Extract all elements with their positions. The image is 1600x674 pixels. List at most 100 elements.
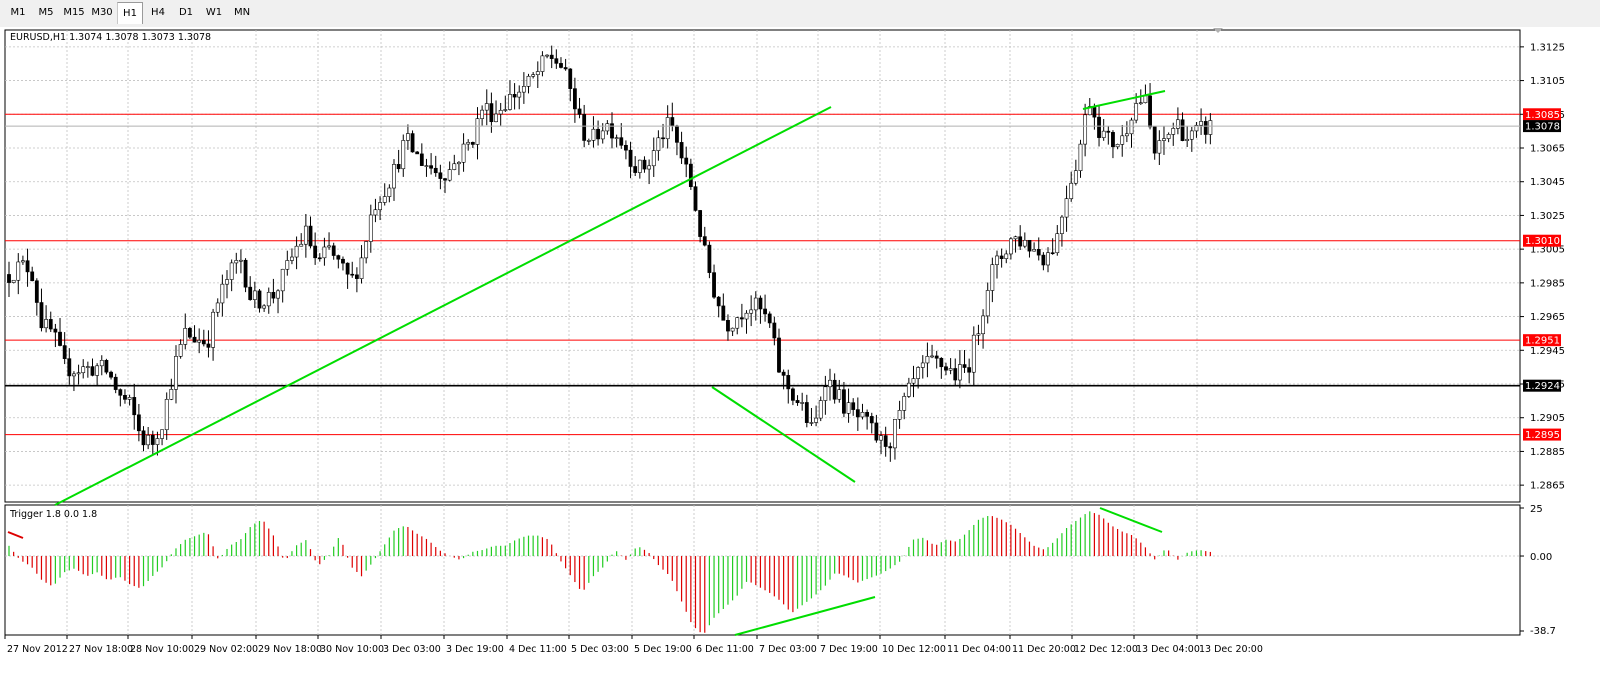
time-axis-label: 13 Dec 20:00 [1199, 644, 1263, 655]
candle [596, 120, 600, 146]
candle [814, 405, 818, 427]
tf-h4-button[interactable]: H4 [151, 7, 165, 18]
candle-body [786, 375, 791, 390]
candle [7, 261, 11, 297]
time-axis-label: 27 Nov 2012 [7, 644, 68, 655]
tf-d1-button[interactable]: D1 [178, 7, 194, 18]
time-axis-label: 4 Dec 11:00 [509, 644, 567, 655]
candle-body [976, 333, 981, 336]
candle [763, 294, 767, 322]
candle [842, 381, 846, 418]
candle-body [58, 331, 62, 346]
candle-body [1032, 249, 1037, 252]
tf-m5-button[interactable]: M5 [38, 7, 54, 18]
tf-m30-button[interactable]: M30 [91, 7, 113, 18]
candle [781, 369, 786, 390]
candle-body [934, 355, 939, 359]
candle-body [299, 243, 304, 247]
candle-body [392, 164, 396, 189]
candle [605, 120, 610, 135]
candle-body [201, 340, 206, 345]
candle-body [1087, 106, 1092, 116]
candle-body [888, 446, 893, 449]
candle-body [220, 283, 225, 304]
candle [911, 365, 916, 398]
candle-body [188, 328, 192, 338]
candle-body [911, 378, 916, 384]
candle [897, 400, 902, 429]
candle [1078, 139, 1083, 178]
candle-body [1069, 182, 1074, 199]
candle-body [809, 422, 814, 424]
candle [865, 409, 870, 430]
candle [211, 308, 215, 361]
candle [1120, 124, 1125, 157]
candle-body [619, 137, 624, 146]
price-axis-label: 1.3045 [1530, 177, 1565, 188]
candle-body [345, 262, 350, 275]
candle [225, 270, 229, 299]
candle [285, 250, 290, 276]
candle [1157, 130, 1162, 166]
candle-body [605, 123, 610, 132]
candle [948, 358, 953, 375]
candle [1124, 121, 1129, 143]
candle [1041, 252, 1046, 271]
candle-body [758, 297, 763, 310]
candle [902, 392, 907, 420]
candle-body [1046, 252, 1050, 266]
candle [215, 298, 220, 317]
candle-body [85, 366, 90, 368]
tf-h1-button[interactable]: H1 [117, 2, 143, 24]
candle [317, 253, 322, 262]
candle-body [1138, 102, 1143, 105]
candle-body [262, 305, 267, 309]
candle [981, 309, 985, 349]
candle-body [526, 75, 531, 87]
candle [1004, 250, 1009, 264]
candle [906, 377, 911, 398]
candle [545, 54, 549, 59]
candle-body [1073, 170, 1078, 184]
candle-body [387, 187, 392, 197]
candle-body [211, 311, 215, 348]
candle [447, 161, 452, 182]
candle-body [596, 128, 600, 140]
candle [1162, 126, 1166, 155]
candle-body [178, 344, 183, 357]
tf-w1-button[interactable]: W1 [205, 7, 223, 18]
indicator-trend-line [734, 596, 876, 636]
tf-m1-button[interactable]: M1 [10, 7, 26, 18]
candle-body [860, 412, 865, 418]
candle-body [1078, 143, 1083, 171]
candle-body [466, 142, 471, 145]
candle-body [893, 419, 897, 449]
tf-m15-button[interactable]: M15 [63, 7, 85, 18]
level-label-box [1523, 334, 1561, 347]
candle [382, 183, 387, 206]
price-axis-label: 1.2945 [1530, 346, 1565, 357]
candle-body [865, 412, 870, 417]
tf-mn-button[interactable]: MN [233, 7, 251, 18]
candle [517, 85, 522, 110]
price-axis-label: 1.2985 [1530, 278, 1565, 289]
candle-body [572, 88, 577, 110]
level-label-box [1523, 428, 1561, 441]
time-axis-label: 11 Dec 20:00 [1012, 644, 1076, 655]
candle-body [1162, 138, 1166, 141]
candle [707, 241, 712, 279]
candle [1194, 122, 1199, 138]
candle-body [772, 322, 777, 339]
candle [248, 276, 253, 301]
candle-body [610, 123, 614, 139]
candle [1111, 130, 1115, 159]
candle [234, 252, 239, 274]
candle [85, 361, 90, 378]
candle [378, 196, 382, 221]
candle [345, 262, 350, 289]
candle-body [744, 312, 749, 320]
candle-body [317, 257, 322, 260]
candle [188, 326, 192, 340]
candle [262, 304, 267, 312]
candle [1050, 238, 1055, 255]
